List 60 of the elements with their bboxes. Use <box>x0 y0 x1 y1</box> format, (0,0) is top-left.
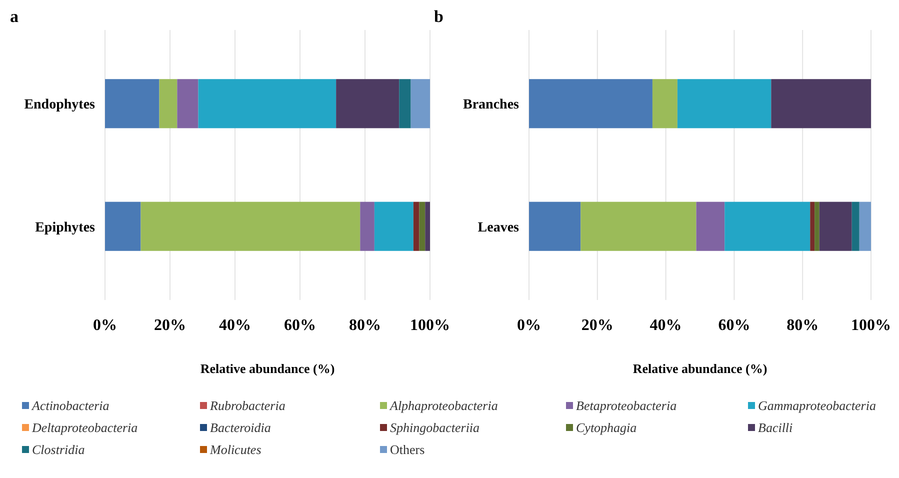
bar <box>652 79 678 128</box>
y-tick-label: Leaves <box>478 220 520 236</box>
bar <box>810 202 815 251</box>
bar <box>677 79 772 128</box>
bar <box>105 79 160 128</box>
bar <box>410 79 430 128</box>
legend-label: Betaproteobacteria <box>576 398 678 413</box>
bar <box>413 202 420 251</box>
bar <box>852 202 860 251</box>
legend-label: Bacilli <box>758 420 794 435</box>
bar <box>819 202 852 251</box>
legend-label: Cytophagia <box>576 420 638 435</box>
x-tick-label: 80% <box>786 317 819 334</box>
x-tick-label: 100% <box>410 317 450 334</box>
chart-title: b <box>434 7 444 26</box>
x-tick-label: 40% <box>650 317 682 334</box>
x-tick-label: 100% <box>851 317 891 334</box>
x-tick-label: 20% <box>581 317 614 334</box>
bar <box>105 202 141 251</box>
bar <box>771 79 871 128</box>
legend-label: Others <box>390 442 425 457</box>
legend-label: Clostridia <box>32 442 86 457</box>
bar <box>177 79 198 128</box>
legend-label: Molicutes <box>209 442 262 457</box>
x-axis-title: Relative abundance (%) <box>200 361 335 376</box>
bar <box>425 202 430 251</box>
x-tick-label: 20% <box>154 317 186 334</box>
legend-label: Sphingobacteriia <box>390 420 480 435</box>
x-tick-label: 40% <box>219 317 251 334</box>
bar <box>814 202 820 251</box>
bar <box>336 79 400 128</box>
bar <box>696 202 725 251</box>
bar <box>360 202 374 251</box>
x-axis-title: Relative abundance (%) <box>632 361 768 376</box>
bar <box>580 202 696 251</box>
x-tick-label: 0% <box>517 317 541 334</box>
bar <box>529 79 652 128</box>
bar <box>198 79 336 128</box>
legend-label: Deltaproteobacteria <box>31 420 138 435</box>
bar <box>374 202 414 251</box>
bar <box>724 202 810 251</box>
legend-label: Bacteroidia <box>210 420 272 435</box>
bar <box>529 202 581 251</box>
y-tick-label: Branches <box>463 98 520 113</box>
bar <box>140 202 360 251</box>
bar <box>159 79 178 128</box>
legend-label: Gammaproteobacteria <box>758 398 876 413</box>
bar <box>859 202 871 251</box>
y-tick-label: Endophytes <box>24 98 96 113</box>
x-tick-label: 60% <box>718 317 750 334</box>
x-tick-label: 60% <box>284 317 316 334</box>
chart-title: a <box>10 7 19 26</box>
legend-label: Alphaproteobacteria <box>389 398 498 413</box>
legend-label: Actinobacteria <box>31 398 110 413</box>
x-tick-label: 80% <box>349 317 381 334</box>
legend-label: Rubrobacteria <box>209 398 286 413</box>
x-tick-label: 0% <box>93 317 117 334</box>
bar <box>419 202 426 251</box>
y-tick-label: Epiphytes <box>35 220 96 236</box>
bar <box>399 79 411 128</box>
